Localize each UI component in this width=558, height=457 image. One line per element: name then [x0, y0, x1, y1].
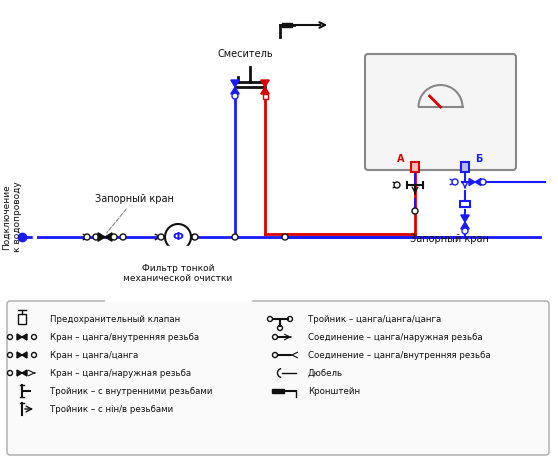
Circle shape — [158, 234, 164, 240]
FancyBboxPatch shape — [7, 301, 549, 455]
Circle shape — [31, 335, 36, 340]
Bar — [461, 162, 469, 172]
Circle shape — [282, 234, 288, 240]
Polygon shape — [461, 215, 469, 222]
Circle shape — [287, 317, 292, 322]
Polygon shape — [17, 334, 22, 340]
Circle shape — [111, 234, 117, 240]
Text: Соединение – цанга/наружная резьба: Соединение – цанга/наружная резьба — [308, 333, 483, 341]
Circle shape — [277, 325, 282, 330]
Text: Кран – цанга/внутренняя резьба: Кран – цанга/внутренняя резьба — [50, 333, 199, 341]
Text: Смеситель: Смеситель — [217, 49, 273, 59]
Polygon shape — [261, 80, 269, 87]
Polygon shape — [469, 178, 475, 186]
Polygon shape — [231, 87, 239, 94]
Circle shape — [120, 234, 126, 240]
Polygon shape — [22, 334, 27, 340]
Text: Запорный кран: Запорный кран — [410, 231, 489, 244]
Circle shape — [165, 224, 191, 250]
Text: Дюбель: Дюбель — [308, 368, 343, 377]
Text: Кран – цанга/наружная резьба: Кран – цанга/наружная резьба — [50, 368, 191, 377]
Bar — [18, 314, 26, 324]
Circle shape — [267, 317, 272, 322]
Polygon shape — [105, 233, 112, 241]
Polygon shape — [231, 80, 239, 87]
FancyBboxPatch shape — [365, 54, 516, 170]
Circle shape — [7, 371, 12, 376]
Text: А: А — [397, 154, 405, 164]
Polygon shape — [22, 370, 27, 376]
Text: Тройник – с внутренними резьбами: Тройник – с внутренними резьбами — [50, 387, 213, 395]
Polygon shape — [22, 352, 27, 358]
Circle shape — [192, 234, 198, 240]
Circle shape — [84, 234, 90, 240]
Circle shape — [394, 182, 400, 188]
Text: Б: Б — [475, 154, 482, 164]
Text: Соединение – цанга/внутренняя резьба: Соединение – цанга/внутренняя резьба — [308, 351, 490, 360]
Circle shape — [452, 179, 458, 185]
Circle shape — [232, 234, 238, 240]
Text: Подключение
к водопроводу: Подключение к водопроводу — [2, 181, 22, 252]
Text: Тройник – с нін/в резьбами: Тройник – с нін/в резьбами — [50, 404, 173, 414]
Bar — [272, 389, 284, 393]
Bar — [460, 201, 470, 207]
Circle shape — [31, 352, 36, 357]
Text: Фильтр тонкой
механической очистки: Фильтр тонкой механической очистки — [123, 264, 233, 283]
Polygon shape — [98, 233, 105, 241]
Circle shape — [480, 179, 486, 185]
Bar — [262, 94, 267, 99]
Text: Предохранительный клапан: Предохранительный клапан — [50, 314, 180, 324]
Polygon shape — [475, 178, 481, 186]
Polygon shape — [461, 222, 469, 229]
Polygon shape — [17, 370, 22, 376]
Circle shape — [7, 352, 12, 357]
Circle shape — [462, 228, 468, 234]
Circle shape — [232, 93, 238, 99]
Circle shape — [412, 208, 418, 214]
Bar — [411, 162, 419, 172]
Circle shape — [272, 335, 277, 340]
Polygon shape — [261, 87, 269, 94]
Text: Ф: Ф — [172, 232, 184, 242]
Text: Кронштейн: Кронштейн — [308, 387, 360, 395]
Polygon shape — [17, 352, 22, 358]
Text: Запорный кран: Запорный кран — [95, 194, 174, 233]
Circle shape — [93, 234, 99, 240]
Circle shape — [272, 352, 277, 357]
Text: Тройник – цанга/цанга/цанга: Тройник – цанга/цанга/цанга — [308, 314, 441, 324]
Text: Кран – цанга/цанга: Кран – цанга/цанга — [50, 351, 138, 360]
Circle shape — [7, 335, 12, 340]
Bar — [282, 23, 292, 27]
